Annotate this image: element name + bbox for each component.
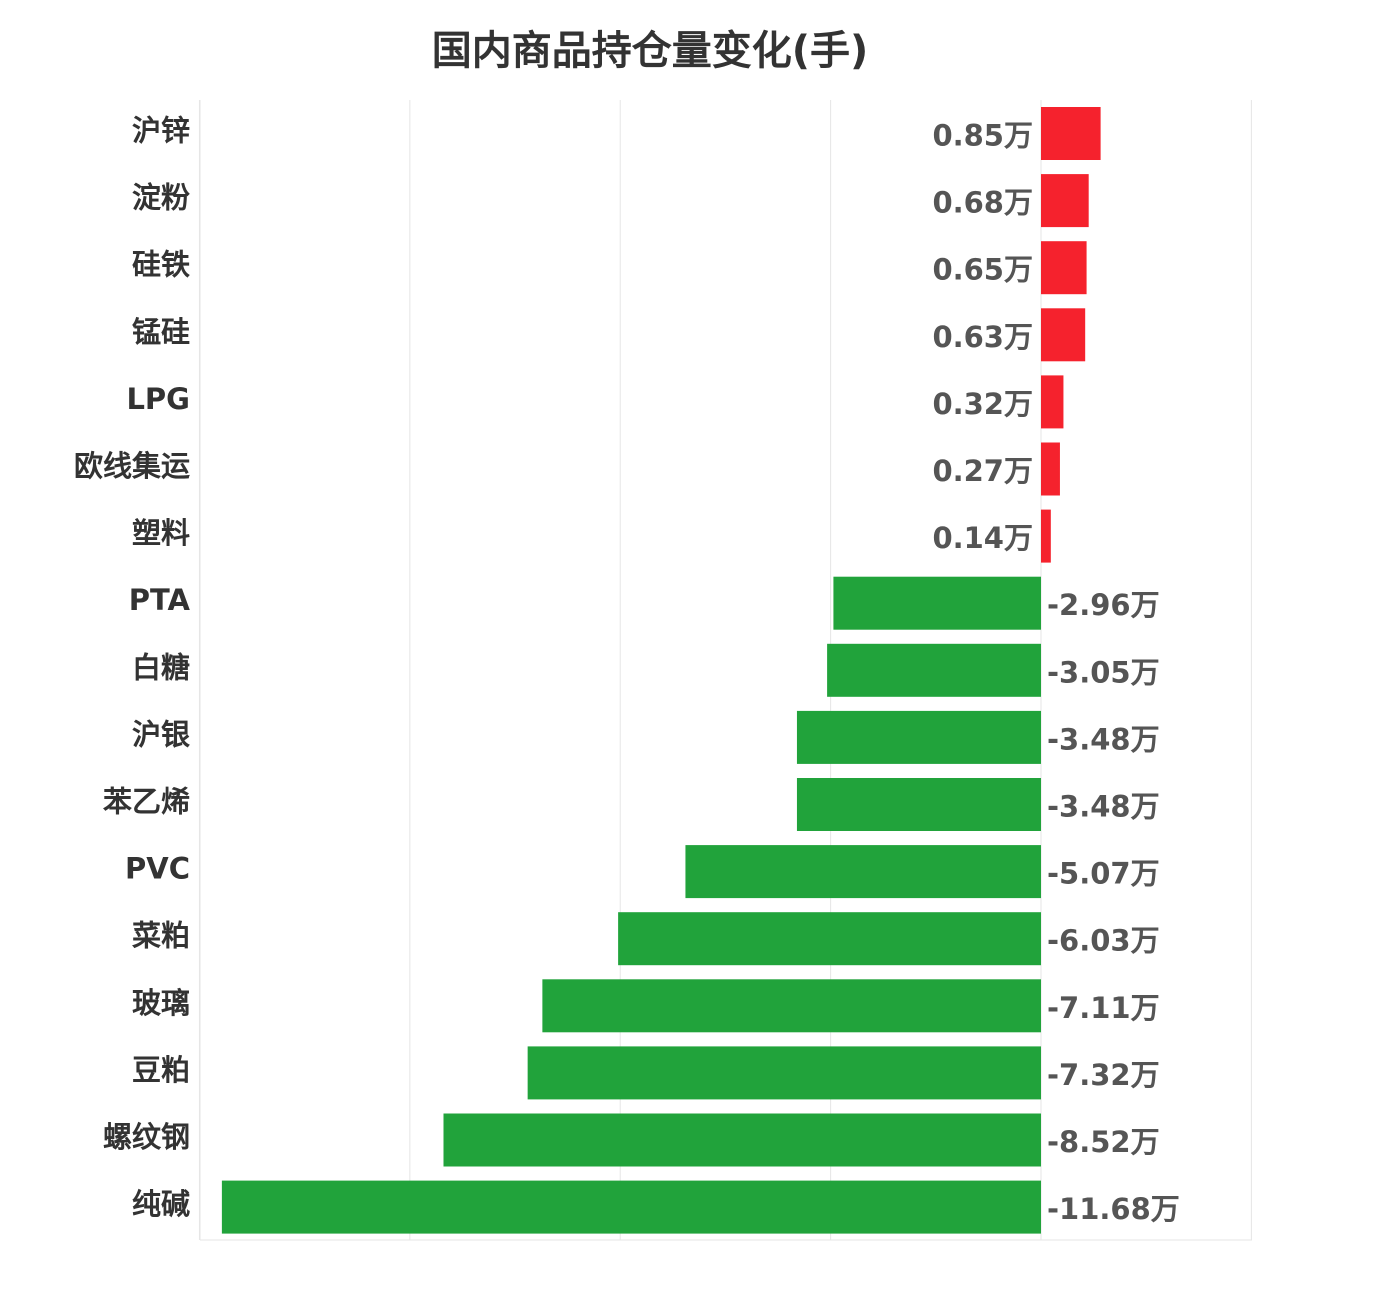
bar xyxy=(685,845,1041,899)
bar xyxy=(1041,509,1051,563)
data-label: -2.96万 xyxy=(1047,588,1160,622)
chart-title: 国内商品持仓量变化(手) xyxy=(431,28,869,74)
category-label: 苯乙烯 xyxy=(103,785,190,819)
bar xyxy=(443,1113,1041,1167)
bar xyxy=(1041,174,1089,228)
data-label: -3.48万 xyxy=(1047,790,1160,824)
bar xyxy=(796,710,1041,764)
grid-layer xyxy=(198,100,1252,1241)
bar xyxy=(542,979,1041,1033)
bar xyxy=(527,1046,1041,1100)
data-label: -3.48万 xyxy=(1047,722,1160,756)
category-label: 塑料 xyxy=(132,516,190,550)
category-label: 淀粉 xyxy=(132,181,190,215)
bar xyxy=(221,1180,1042,1234)
data-label: 0.14万 xyxy=(932,521,1033,555)
data-label: -8.52万 xyxy=(1047,1125,1160,1159)
category-label: 玻璃 xyxy=(132,986,190,1020)
bar xyxy=(827,643,1041,697)
category-label: 螺纹钢 xyxy=(103,1120,190,1154)
bar xyxy=(833,576,1041,630)
data-label: 0.32万 xyxy=(932,387,1033,421)
bar xyxy=(1041,308,1086,362)
bar xyxy=(1041,107,1101,160)
data-label: -11.68万 xyxy=(1047,1192,1180,1226)
bar xyxy=(796,778,1041,831)
data-label: 0.63万 xyxy=(932,320,1033,354)
category-label: PVC xyxy=(125,852,190,886)
data-label: 0.65万 xyxy=(932,253,1033,287)
bar xyxy=(618,912,1041,966)
category-label: 菜粕 xyxy=(132,919,190,953)
data-label: 0.68万 xyxy=(932,186,1033,220)
category-label: 硅铁 xyxy=(132,248,190,282)
data-label: -7.11万 xyxy=(1047,991,1160,1025)
bar xyxy=(1041,241,1087,295)
data-label: -3.05万 xyxy=(1047,655,1160,689)
category-label: 豆粕 xyxy=(132,1053,190,1087)
bar xyxy=(1041,375,1064,429)
category-label: 欧线集运 xyxy=(74,449,190,483)
category-label: 沪锌 xyxy=(132,114,190,148)
category-label: 锰硅 xyxy=(132,315,190,349)
data-label: -5.07万 xyxy=(1047,857,1160,891)
category-label: LPG xyxy=(126,382,190,416)
bar xyxy=(1041,442,1060,496)
data-label: -7.32万 xyxy=(1047,1058,1160,1092)
category-label: 纯碱 xyxy=(132,1187,190,1221)
category-label: 白糖 xyxy=(132,650,190,684)
category-label: 沪银 xyxy=(132,717,190,751)
data-label: 0.27万 xyxy=(932,454,1033,488)
bar-layer xyxy=(221,107,1101,1234)
category-label: PTA xyxy=(129,583,191,617)
data-label: -6.03万 xyxy=(1047,924,1160,958)
data-label: 0.85万 xyxy=(932,119,1033,153)
